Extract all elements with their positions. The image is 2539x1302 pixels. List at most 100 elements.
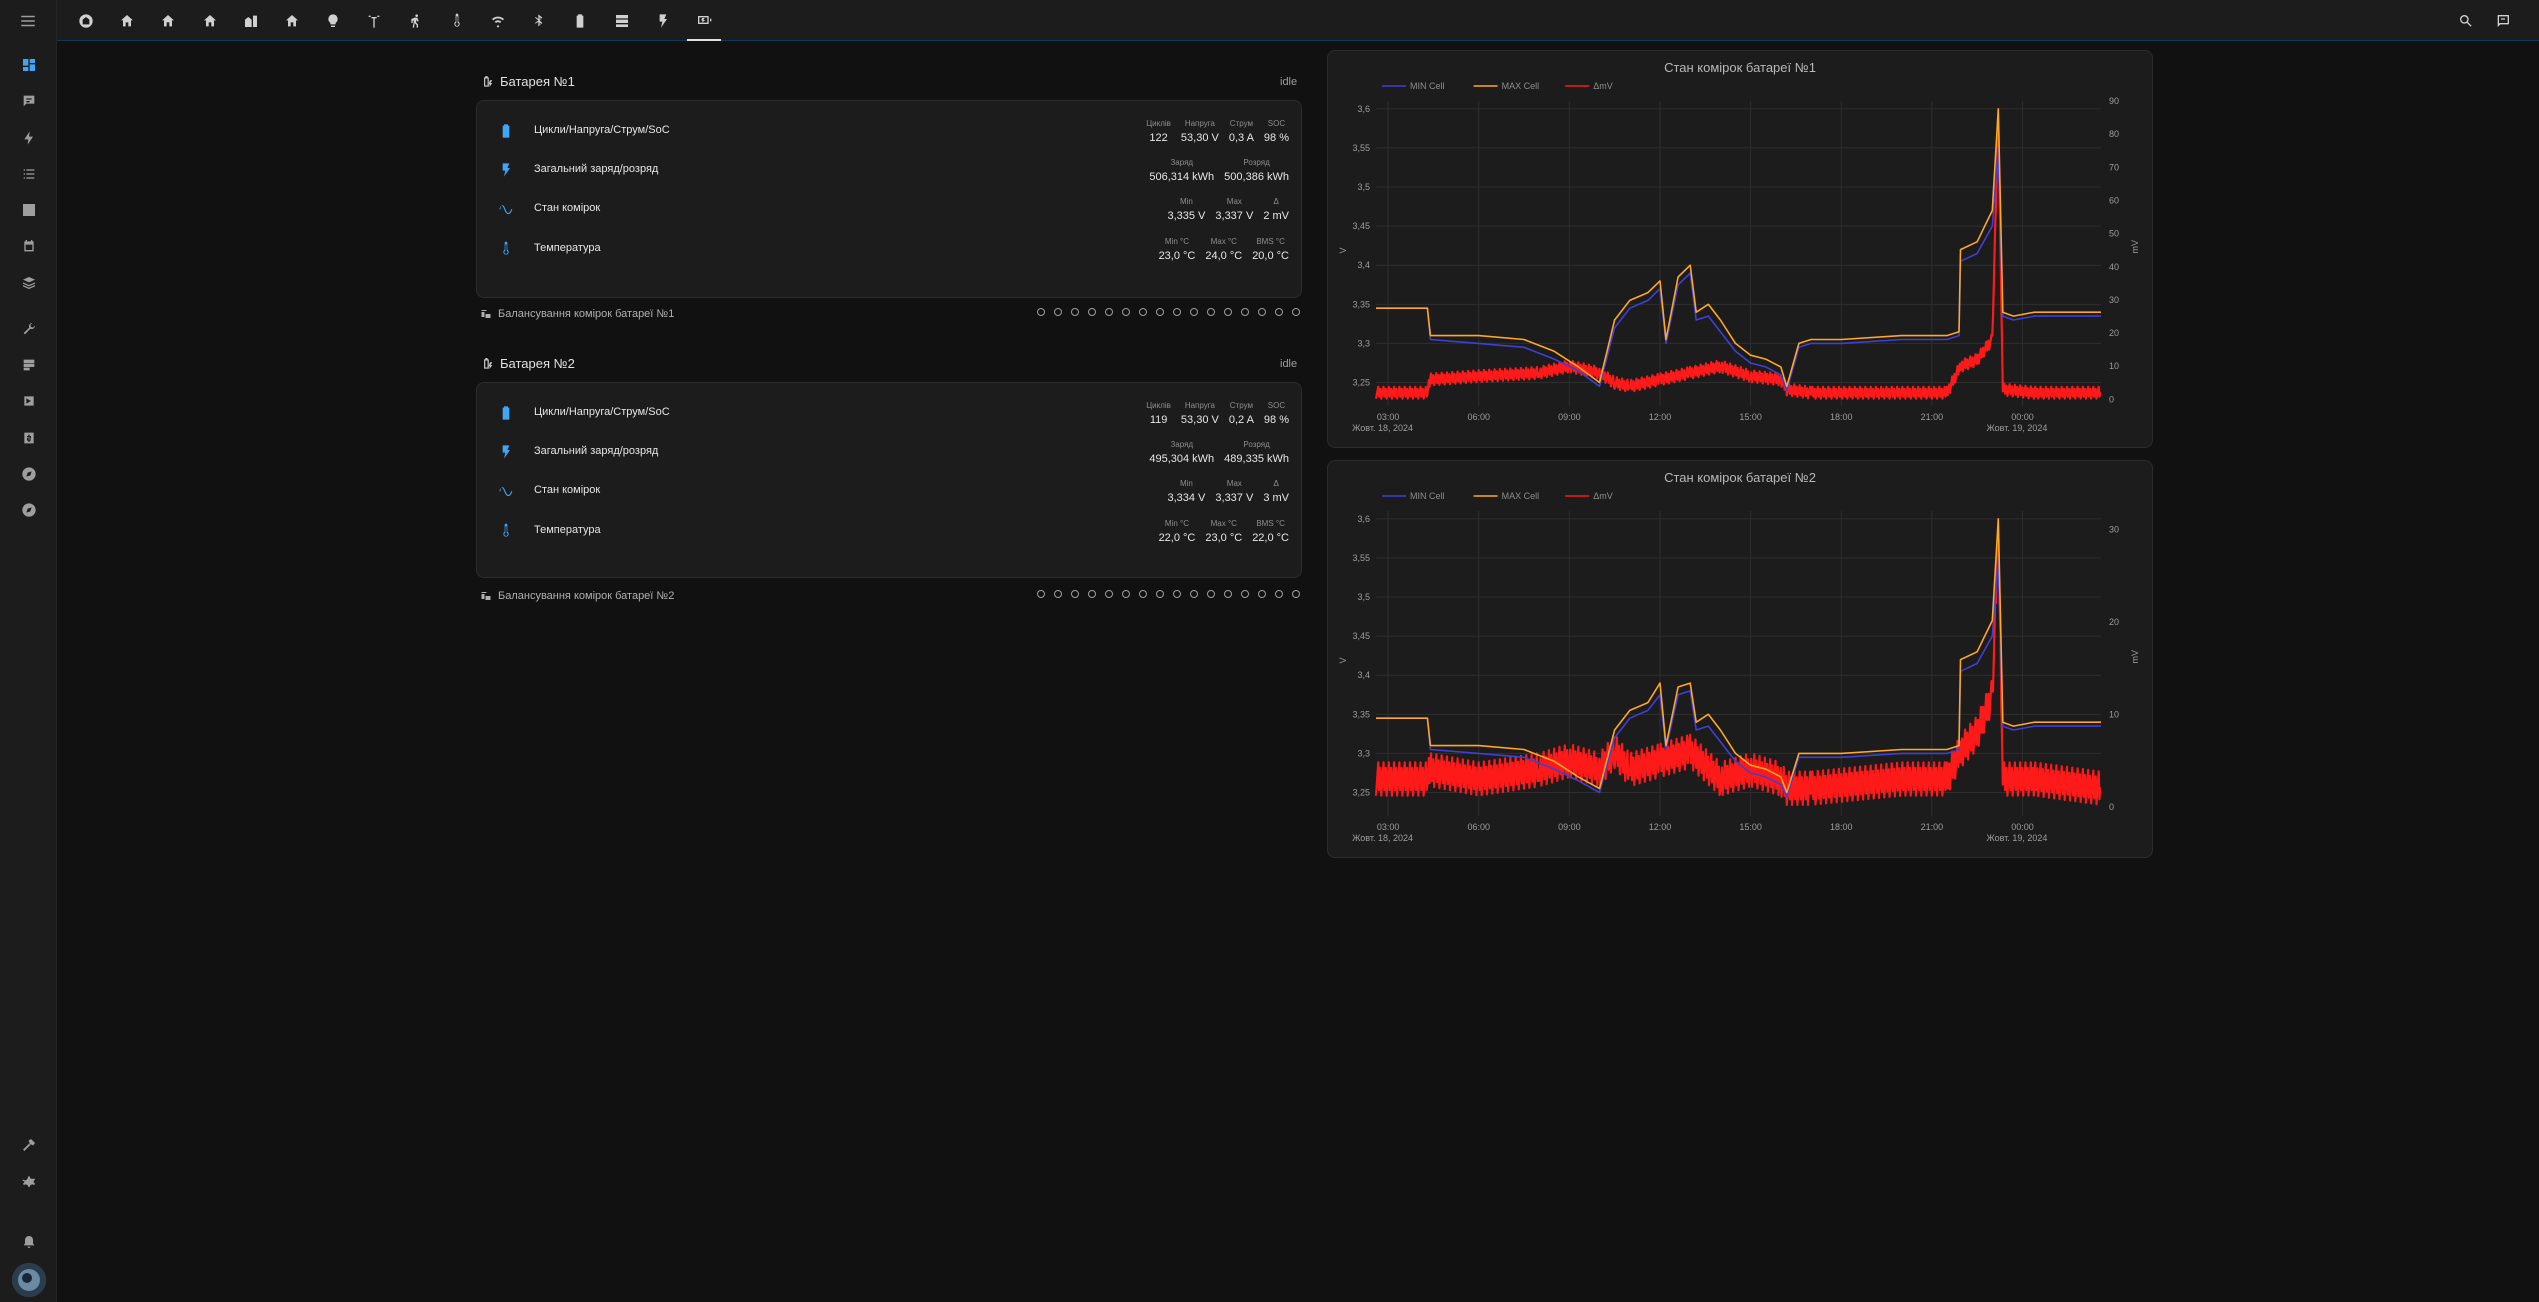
assist-icon[interactable]	[2486, 0, 2520, 41]
value-cell[interactable]: Max 3,337 V	[1215, 189, 1253, 229]
value-cell[interactable]: Циклів 122	[1146, 111, 1171, 151]
battery-2-row[interactable]: Температура Min °C 22,0 °C Max °C 23,0 °C BMS…	[477, 511, 1301, 551]
value-cell[interactable]: Струм 0,2 A	[1229, 393, 1254, 433]
chart-svg[interactable]: MIN Cell MAX Cell ΔmV 3,25 3,3 3,35 3,4 3,45 3,5…	[1328, 51, 2154, 449]
balance-cell-indicator[interactable]	[1054, 308, 1062, 316]
value-cell[interactable]: BMS °C 20,0 °C	[1252, 229, 1289, 269]
balance-cell-indicator[interactable]	[1173, 308, 1181, 316]
battery-1-row[interactable]: Загальний заряд/розряд Заряд 506,314 kWh Ро…	[477, 150, 1301, 190]
hammer-icon[interactable]	[0, 1127, 57, 1163]
balance-cell-indicator[interactable]	[1275, 590, 1283, 598]
tab-server-icon[interactable]	[605, 0, 639, 41]
balance-cell-indicator[interactable]	[1224, 308, 1232, 316]
value-cell[interactable]: Min °C 23,0 °C	[1159, 229, 1196, 269]
value-cell[interactable]: Струм 0,3 A	[1229, 111, 1254, 151]
balance-cell-indicator[interactable]	[1037, 308, 1045, 316]
balance-cell-indicator[interactable]	[1054, 590, 1062, 598]
history-icon[interactable]	[0, 192, 57, 228]
balance-cell-indicator[interactable]	[1241, 590, 1249, 598]
value-cell[interactable]: SOC 98 %	[1264, 393, 1289, 433]
battery-1-row[interactable]: Стан комірок Min 3,335 V Max 3,337 V Δ 2 mV	[477, 189, 1301, 229]
battery-1-row[interactable]: Температура Min °C 23,0 °C Max °C 24,0 °C BMS…	[477, 229, 1301, 269]
tab-walk-icon[interactable]	[399, 0, 433, 41]
battery-2-row[interactable]: Стан комірок Min 3,334 V Max 3,337 V Δ 3 mV	[477, 471, 1301, 511]
tab-home-assistant-icon[interactable]	[69, 0, 103, 41]
balance-cell-indicator[interactable]	[1088, 590, 1096, 598]
value-cell[interactable]: Заряд 495,304 kWh	[1149, 432, 1214, 472]
balance-cell-indicator[interactable]	[1275, 308, 1283, 316]
balance-cell-indicator[interactable]	[1173, 590, 1181, 598]
battery-1-row[interactable]: Цикли/Напруга/Струм/SoC Циклів 122 Напруга 5…	[477, 111, 1301, 151]
balance-cell-indicator[interactable]	[1071, 590, 1079, 598]
menu-icon[interactable]	[15, 8, 41, 34]
tab-battery-icon[interactable]	[563, 0, 597, 41]
balance-cell-indicator[interactable]	[1156, 590, 1164, 598]
battery-2-row[interactable]: Цикли/Напруга/Струм/SoC Циклів 119 Напруга 5…	[477, 393, 1301, 433]
tab-lightbulb-icon[interactable]	[316, 0, 350, 41]
media-icon[interactable]	[0, 383, 57, 419]
balance-cell-indicator[interactable]	[1105, 590, 1113, 598]
storage-icon[interactable]	[0, 347, 57, 383]
avatar[interactable]	[12, 1263, 46, 1297]
logbook-icon[interactable]	[0, 156, 57, 192]
search-icon[interactable]	[2449, 0, 2483, 41]
chart-svg[interactable]: MIN Cell MAX Cell ΔmV 3,25 3,3 3,35 3,4 3,45 3,5…	[1328, 461, 2154, 859]
balance-cell-indicator[interactable]	[1224, 590, 1232, 598]
tab-thermometer-icon[interactable]	[440, 0, 474, 41]
balance-cell-indicator[interactable]	[1139, 590, 1147, 598]
balance-cell-indicator[interactable]	[1122, 308, 1130, 316]
tab-battery-charging-icon[interactable]	[687, 0, 721, 41]
tab-flash-icon[interactable]	[646, 0, 680, 41]
bell-icon[interactable]	[0, 1224, 57, 1260]
battery-2-row[interactable]: Загальний заряд/розряд Заряд 495,304 kWh Ро…	[477, 432, 1301, 472]
balance-cell-indicator[interactable]	[1190, 308, 1198, 316]
balance-cell-indicator[interactable]	[1122, 590, 1130, 598]
tab-home-icon[interactable]	[151, 0, 185, 41]
balance-cell-indicator[interactable]	[1207, 590, 1215, 598]
value-cell[interactable]: Min 3,334 V	[1167, 471, 1205, 511]
value-cell[interactable]: Напруга 53,30 V	[1181, 393, 1219, 433]
value-cell[interactable]: Min °C 22,0 °C	[1159, 511, 1196, 551]
dashboard-icon[interactable]	[0, 47, 57, 83]
balance-cell-indicator[interactable]	[1037, 590, 1045, 598]
value-cell[interactable]: Max °C 24,0 °C	[1205, 229, 1242, 269]
balance-cell-indicator[interactable]	[1190, 590, 1198, 598]
balance-cell-indicator[interactable]	[1088, 308, 1096, 316]
balance-cell-indicator[interactable]	[1207, 308, 1215, 316]
tab-home-icon[interactable]	[110, 0, 144, 41]
balance-cell-indicator[interactable]	[1258, 590, 1266, 598]
value-cell[interactable]: Max °C 23,0 °C	[1205, 511, 1242, 551]
tab-bluetooth-icon[interactable]	[522, 0, 556, 41]
balance-cell-indicator[interactable]	[1258, 308, 1266, 316]
energy-icon[interactable]	[0, 120, 57, 156]
money-icon[interactable]	[0, 420, 57, 456]
tab-antenna-icon[interactable]	[357, 0, 391, 41]
balance-cell-indicator[interactable]	[1292, 590, 1300, 598]
layers-icon[interactable]	[0, 265, 57, 301]
value-cell[interactable]: Min 3,335 V	[1167, 189, 1205, 229]
tab-wifi-icon[interactable]	[481, 0, 515, 41]
value-cell[interactable]: Max 3,337 V	[1215, 471, 1253, 511]
balance-cell-indicator[interactable]	[1071, 308, 1079, 316]
value-cell[interactable]: Розряд 489,335 kWh	[1224, 432, 1289, 472]
balance-cell-indicator[interactable]	[1241, 308, 1249, 316]
settings-icon[interactable]	[0, 1165, 57, 1201]
balance-cell-indicator[interactable]	[1105, 308, 1113, 316]
value-cell[interactable]: SOC 98 %	[1264, 111, 1289, 151]
balance-cell-indicator[interactable]	[1156, 308, 1164, 316]
map-icon[interactable]	[0, 83, 57, 119]
value-cell[interactable]: Δ 2 mV	[1263, 189, 1289, 229]
compass-icon[interactable]	[0, 456, 57, 492]
value-cell[interactable]: Напруга 53,30 V	[1181, 111, 1219, 151]
balance-cell-indicator[interactable]	[1292, 308, 1300, 316]
tab-home-icon[interactable]	[275, 0, 309, 41]
balance-cell-indicator[interactable]	[1139, 308, 1147, 316]
calendar-icon[interactable]	[0, 228, 57, 264]
compass-icon[interactable]	[0, 492, 57, 528]
tab-home-icon[interactable]	[193, 0, 227, 41]
tab-house-city-icon[interactable]	[234, 0, 268, 41]
value-cell[interactable]: Циклів 119	[1146, 393, 1171, 433]
wrench-icon[interactable]	[0, 311, 57, 347]
value-cell[interactable]: Заряд 506,314 kWh	[1149, 150, 1214, 190]
value-cell[interactable]: BMS °C 22,0 °C	[1252, 511, 1289, 551]
